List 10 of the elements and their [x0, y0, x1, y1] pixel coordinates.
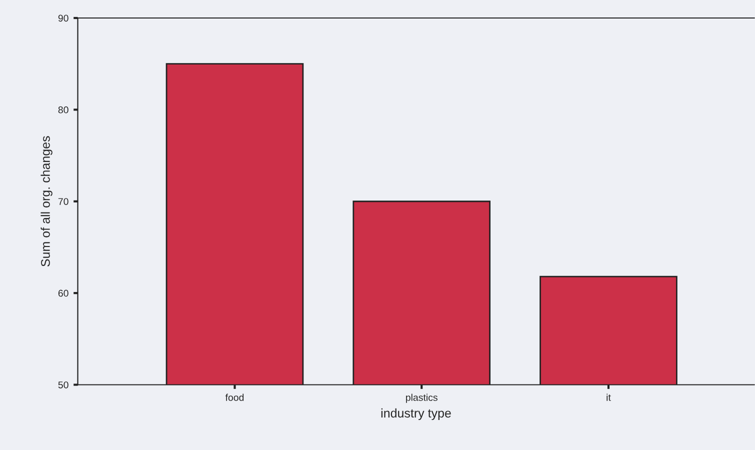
y-tick-label: 80	[58, 106, 68, 114]
y-tick-label: 50	[58, 381, 68, 388]
y-axis-title: Sum of all org. changes	[40, 136, 52, 266]
y-tick-label: 70	[58, 198, 68, 205]
x-tick-label: food	[225, 394, 244, 401]
x-tick-label: plastics	[406, 394, 438, 403]
y-tick-label: 90	[58, 14, 68, 22]
x-axis-title: industry type	[381, 408, 451, 420]
x-tick-label: it	[606, 394, 611, 401]
y-tick-label: 60	[58, 290, 68, 297]
